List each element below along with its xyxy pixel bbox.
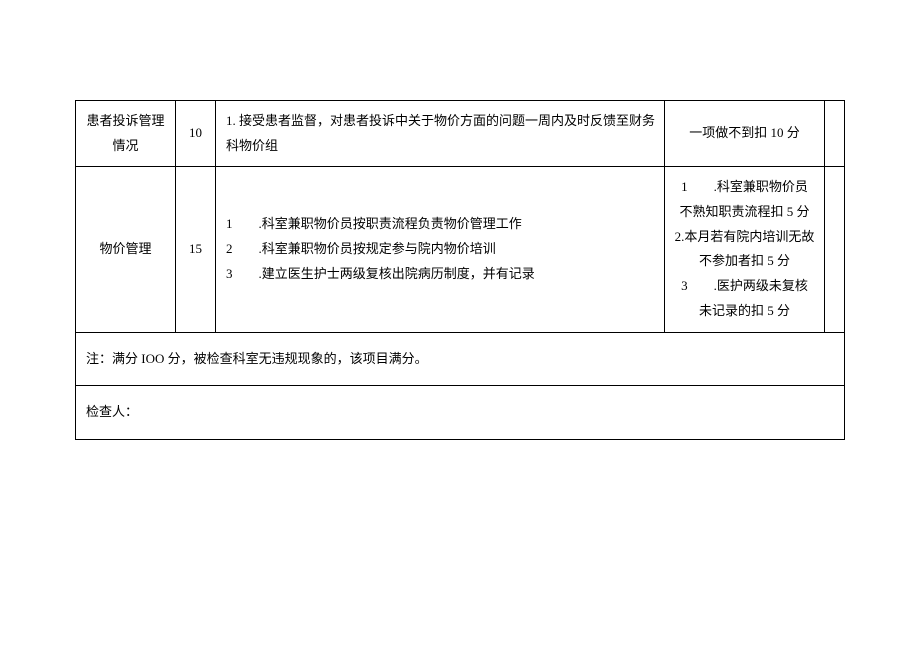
criteria-line: 3 .建立医生护士两级复核出院病历制度，并有记录 [226,262,658,287]
category-cell: 物价管理 [76,167,176,332]
penalty-line: 不熟知职责流程扣 5 分 [671,200,818,225]
criteria-cell: 1 .科室兼职物价员按职责流程负责物价管理工作 2 .科室兼职物价员按规定参与院… [216,167,665,332]
empty-cell [825,101,845,167]
inspector-cell: 检查人： [76,386,845,440]
empty-cell [825,167,845,332]
table-row: 物价管理 15 1 .科室兼职物价员按职责流程负责物价管理工作 2 .科室兼职物… [76,167,845,332]
score-cell: 15 [176,167,216,332]
penalty-line: 未记录的扣 5 分 [671,299,818,324]
penalty-line: 3 .医护两级未复核 [671,274,818,299]
criteria-line: 2 .科室兼职物价员按规定参与院内物价培训 [226,237,658,262]
evaluation-table: 患者投诉管理情况 10 1. 接受患者监督，对患者投诉中关于物价方面的问题一周内… [75,100,845,440]
penalty-cell: 1 .科室兼职物价员 不熟知职责流程扣 5 分 2.本月若有院内培训无故 不参加… [665,167,825,332]
penalty-cell: 一项做不到扣 10 分 [665,101,825,167]
score-cell: 10 [176,101,216,167]
table-row: 患者投诉管理情况 10 1. 接受患者监督，对患者投诉中关于物价方面的问题一周内… [76,101,845,167]
note-cell: 注：满分 IOO 分，被检查科室无违规现象的，该项目满分。 [76,332,845,386]
note-row: 注：满分 IOO 分，被检查科室无违规现象的，该项目满分。 [76,332,845,386]
penalty-line: 1 .科室兼职物价员 [671,175,818,200]
category-cell: 患者投诉管理情况 [76,101,176,167]
penalty-line: 不参加者扣 5 分 [671,249,818,274]
inspector-row: 检查人： [76,386,845,440]
penalty-line: 2.本月若有院内培训无故 [671,225,818,250]
criteria-line: 1 .科室兼职物价员按职责流程负责物价管理工作 [226,212,658,237]
criteria-cell: 1. 接受患者监督，对患者投诉中关于物价方面的问题一周内及时反馈至财务科物价组 [216,101,665,167]
